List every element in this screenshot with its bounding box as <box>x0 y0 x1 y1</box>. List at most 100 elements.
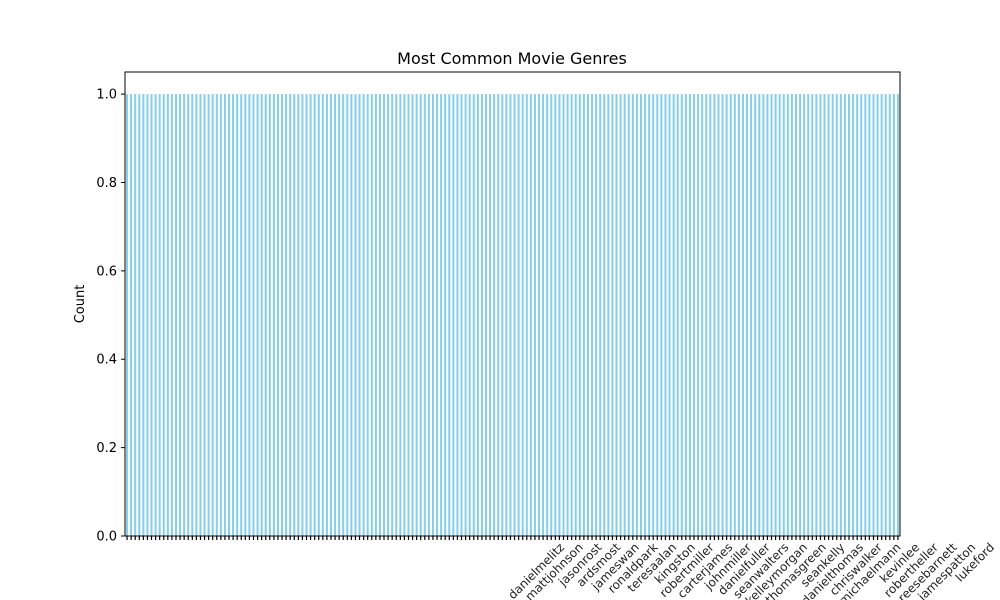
bar <box>566 94 569 536</box>
bar <box>468 94 471 536</box>
bar <box>599 94 602 536</box>
bar <box>460 94 463 536</box>
bar <box>680 94 683 536</box>
bar <box>395 94 398 536</box>
bar <box>542 94 545 536</box>
bar <box>856 94 859 536</box>
bar <box>476 94 479 536</box>
plot-area-frame <box>124 71 901 537</box>
bar <box>411 94 414 536</box>
bar <box>138 94 141 536</box>
bar <box>268 94 271 536</box>
bar <box>260 94 263 536</box>
bar <box>154 94 157 536</box>
bar <box>746 94 749 536</box>
bar <box>354 94 357 536</box>
bar <box>839 94 842 536</box>
bar <box>672 94 675 536</box>
bar <box>223 94 226 536</box>
bar <box>876 94 879 536</box>
bar <box>819 94 822 536</box>
bar <box>737 94 740 536</box>
bar <box>350 94 353 536</box>
bar <box>301 94 304 536</box>
bar <box>513 94 516 536</box>
bar <box>644 94 647 536</box>
bar <box>607 94 610 536</box>
bar <box>872 94 875 536</box>
bar <box>415 94 418 536</box>
bar <box>497 94 500 536</box>
bar <box>130 94 133 536</box>
bar <box>358 94 361 536</box>
y-tick-label: 0.4 <box>96 353 117 368</box>
bar <box>378 94 381 536</box>
bar <box>289 94 292 536</box>
bar <box>668 94 671 536</box>
bar <box>611 94 614 536</box>
bar <box>815 94 818 536</box>
bar <box>892 94 895 536</box>
bar <box>489 94 492 536</box>
bar <box>888 94 891 536</box>
bar <box>709 94 712 536</box>
x-axis-category-labels: danielmelitzmattjohnsonjasonrostardsmost… <box>505 540 997 600</box>
bar <box>852 94 855 536</box>
bar <box>244 94 247 536</box>
bar <box>423 94 426 536</box>
bar <box>864 94 867 536</box>
bar <box>619 94 622 536</box>
bar <box>407 94 410 536</box>
bar <box>203 94 206 536</box>
bar <box>158 94 161 536</box>
bar <box>391 94 394 536</box>
bar <box>803 94 806 536</box>
bar <box>134 94 137 536</box>
bar <box>211 94 214 536</box>
bar <box>713 94 716 536</box>
bar <box>676 94 679 536</box>
bar <box>248 94 251 536</box>
bar <box>403 94 406 536</box>
bar <box>444 94 447 536</box>
bar <box>701 94 704 536</box>
bar <box>570 94 573 536</box>
bar <box>725 94 728 536</box>
bar <box>705 94 708 536</box>
bar <box>387 94 390 536</box>
bar <box>313 94 316 536</box>
bar <box>554 94 557 536</box>
y-axis-label: Count <box>73 285 88 324</box>
bar <box>843 94 846 536</box>
bar <box>807 94 810 536</box>
bar <box>207 94 210 536</box>
bar <box>692 94 696 536</box>
bar <box>448 94 451 536</box>
bar <box>697 94 700 536</box>
bar <box>770 94 773 536</box>
bar <box>860 94 863 536</box>
bar <box>146 94 149 536</box>
bar <box>493 94 496 536</box>
bar <box>170 94 173 536</box>
y-tick-label: 1.0 <box>96 88 117 103</box>
bar <box>240 94 243 536</box>
bar <box>427 94 430 536</box>
bar <box>342 94 345 536</box>
bar <box>721 94 724 536</box>
bar <box>591 94 594 536</box>
bar <box>603 94 606 536</box>
bar <box>456 94 459 536</box>
bar <box>615 94 618 536</box>
bar <box>272 94 275 536</box>
y-axis-ticks: 0.0 0.2 0.4 0.6 0.8 1.0 <box>96 88 125 545</box>
bar <box>179 94 182 536</box>
bar <box>362 94 365 536</box>
bar <box>440 94 443 536</box>
bar <box>684 94 687 536</box>
bar <box>436 94 439 536</box>
bar <box>729 94 732 536</box>
bar <box>533 94 536 536</box>
bar <box>276 94 279 536</box>
